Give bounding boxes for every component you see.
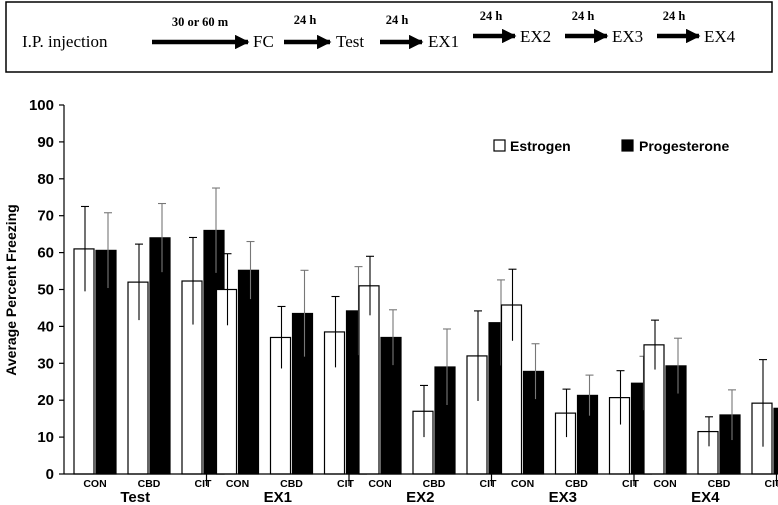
timeline-step-fc: FC: [253, 32, 274, 51]
bar-estrogen-ex2-cit: [466, 355, 488, 475]
timeline-interval-5: 24 h: [572, 9, 595, 23]
timeline-interval-6: 24 h: [663, 9, 686, 23]
group-label: EX4: [691, 489, 720, 505]
category-label: CIT: [195, 478, 213, 490]
y-tick-label: 50: [37, 282, 54, 299]
timeline-step-ex3: EX3: [612, 27, 643, 46]
bar-estrogen-test-con: [73, 248, 95, 475]
bars: [73, 187, 778, 475]
timeline-interval-1: 30 or 60 m: [172, 15, 229, 29]
y-axis-title: Average Percent Freezing: [3, 204, 19, 375]
group-label: EX2: [406, 489, 434, 505]
bar-progesterone-ex2-con: [380, 336, 402, 475]
category-label: CIT: [337, 478, 355, 490]
bar-estrogen-ex1-con: [215, 288, 238, 475]
category-label: CON: [653, 478, 676, 490]
bar-progesterone-ex4-con: [665, 365, 687, 475]
bar-estrogen-ex3-con: [500, 304, 523, 475]
y-tick-label: 60: [37, 245, 54, 262]
legend-label-progesterone: Progesterone: [639, 138, 729, 154]
bar-estrogen-ex3-cbd: [554, 412, 577, 475]
bar-estrogen-ex2-cbd: [412, 410, 434, 475]
timeline-interval-4: 24 h: [480, 9, 503, 23]
timeline-interval-3: 24 h: [386, 13, 409, 27]
bar-progesterone-ex2-cbd: [434, 366, 456, 475]
y-tick-label: 40: [37, 318, 54, 335]
timeline-panel: I.P. injection 30 or 60 m FC 24 h Test 2…: [5, 1, 773, 73]
bar-progesterone-ex3-con: [522, 370, 545, 475]
category-label: CBD: [423, 478, 446, 490]
timeline-step-ex2: EX2: [520, 27, 551, 46]
bar-progesterone-ex4-cbd: [719, 414, 741, 475]
bar-estrogen-ex4-cbd: [697, 430, 719, 475]
bar-estrogen-ex1-cbd: [269, 336, 292, 475]
group-label: EX3: [549, 489, 577, 505]
bar-estrogen-test-cit: [181, 280, 203, 475]
bar-progesterone-test-con: [95, 249, 117, 475]
bar-progesterone-ex3-cbd: [576, 394, 599, 475]
y-tick-label: 20: [37, 392, 54, 409]
bar-estrogen-test-cbd: [127, 281, 149, 475]
bar-estrogen-ex4-cit: [751, 402, 773, 475]
bar-estrogen-ex1-cit: [323, 331, 346, 475]
y-tick-label: 90: [37, 134, 54, 151]
category-label: CBD: [280, 478, 303, 490]
legend-label-estrogen: Estrogen: [510, 138, 571, 154]
category-label: CON: [511, 478, 534, 490]
timeline-step-ex4: EX4: [704, 27, 736, 46]
group-label: Test: [120, 489, 150, 505]
bar-progesterone-ex1-cbd: [291, 312, 314, 475]
bar-progesterone-test-cbd: [149, 237, 171, 475]
category-label: CIT: [622, 478, 640, 490]
bar-estrogen-ex2-con: [358, 285, 380, 475]
y-tick-label: 0: [46, 466, 54, 483]
category-label: CBD: [708, 478, 731, 490]
chart: Average Percent Freezing 0 10 20 30 40 50 60 70…: [3, 97, 778, 505]
y-tick-label: 70: [37, 208, 54, 225]
timeline-step-test: Test: [336, 32, 364, 51]
timeline-border: [5, 1, 773, 73]
bar-progesterone-ex1-con: [237, 269, 260, 475]
y-axis-ticks: 0 10 20 30 40 50 60 70 80 90 100: [29, 97, 64, 483]
category-label: CBD: [565, 478, 588, 490]
y-tick-label: 100: [29, 97, 54, 114]
group-label: EX1: [264, 489, 292, 505]
legend-swatch-estrogen: [493, 139, 506, 152]
legend-swatch-progesterone: [621, 139, 634, 152]
bar-progesterone-ex4-cit: [773, 407, 778, 475]
legend: Estrogen Progesterone: [493, 138, 729, 154]
y-tick-label: 10: [37, 429, 54, 446]
timeline-step-ex1: EX1: [428, 32, 459, 51]
category-label: CON: [83, 478, 106, 490]
timeline-interval-2: 24 h: [294, 13, 317, 27]
category-label: CBD: [138, 478, 161, 490]
bar-estrogen-ex3-cit: [608, 397, 631, 475]
category-label: CIT: [765, 478, 778, 490]
y-tick-label: 30: [37, 355, 54, 372]
x-axis-labels: CON CBD CIT Test CON CBD CIT EX1 CON CBD CIT EX2 CON…: [83, 474, 778, 505]
category-label: CON: [226, 478, 249, 490]
bar-estrogen-ex4-con: [643, 344, 665, 475]
category-label: CIT: [480, 478, 498, 490]
y-tick-label: 80: [37, 171, 54, 188]
timeline-step-injection: I.P. injection: [22, 32, 108, 51]
category-label: CON: [368, 478, 391, 490]
